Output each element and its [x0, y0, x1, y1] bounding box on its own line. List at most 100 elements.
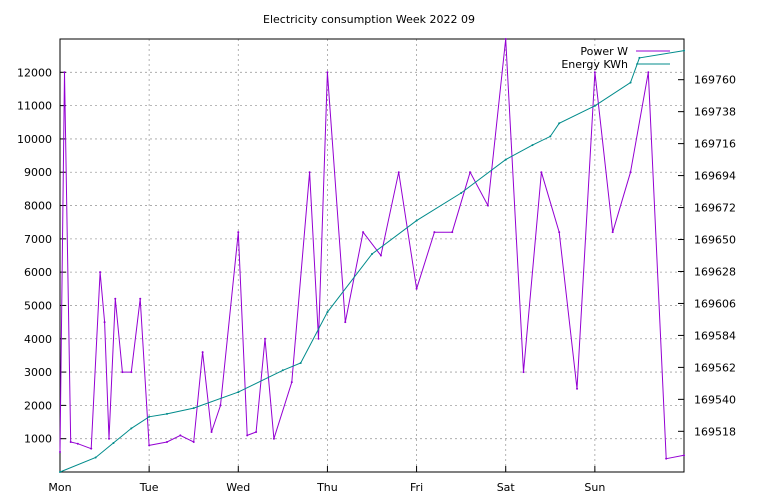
y-right-tick-label: 169628: [694, 265, 736, 278]
y-left-tick-label: 9000: [24, 166, 52, 179]
data-point: [210, 431, 213, 434]
data-point: [114, 297, 117, 300]
y-left-tick-label: 12000: [17, 66, 52, 79]
y-right-tick-label: 169562: [694, 361, 736, 374]
y-right-tick-label: 169606: [694, 297, 736, 310]
series-power: [59, 38, 685, 460]
data-point: [451, 231, 454, 234]
y-left-tick-label: 8000: [24, 200, 52, 213]
data-point: [558, 231, 561, 234]
data-point: [415, 287, 418, 290]
data-point: [558, 122, 561, 125]
y-left-tick-label: 4000: [24, 333, 52, 346]
y-left-tick-label: 5000: [24, 299, 52, 312]
series-energy: [59, 49, 685, 473]
data-point: [460, 192, 463, 195]
y-right-tick-label: 169738: [694, 106, 736, 119]
data-point: [317, 337, 320, 340]
data-point: [326, 311, 329, 314]
data-point: [94, 456, 97, 459]
y-right-tick-label: 169584: [694, 329, 736, 342]
x-tick-label: Thu: [316, 481, 338, 494]
data-point: [344, 321, 347, 324]
data-point: [148, 415, 151, 418]
data-point: [379, 254, 382, 257]
data-point: [255, 431, 258, 434]
data-point: [165, 441, 168, 444]
y-left-tick-label: 10000: [17, 133, 52, 146]
data-point: [308, 171, 311, 174]
data-point: [179, 434, 182, 437]
data-point: [504, 38, 507, 40]
x-tick-label: Sun: [584, 481, 605, 494]
data-point: [371, 253, 373, 256]
x-tick-label: Tue: [139, 481, 159, 494]
data-point: [237, 391, 240, 394]
data-point: [121, 371, 124, 374]
y-right-tick-label: 169650: [694, 234, 736, 247]
data-point: [593, 71, 596, 74]
data-point: [99, 271, 102, 274]
data-point: [90, 447, 93, 450]
legend: Power W Energy KWh: [561, 45, 670, 71]
data-point: [148, 444, 151, 447]
y-right-tick-label: 169694: [694, 170, 736, 183]
data-point: [576, 387, 579, 390]
data-point: [290, 381, 293, 384]
data-point: [264, 337, 267, 340]
data-point: [272, 437, 275, 440]
data-point: [522, 371, 525, 374]
data-point: [540, 171, 543, 174]
data-point: [415, 219, 418, 222]
x-tick-label: Sat: [497, 481, 516, 494]
data-point: [108, 437, 111, 440]
data-point: [69, 441, 72, 444]
legend-label-power: Power W: [580, 45, 628, 58]
data-point: [192, 407, 195, 410]
series-layer: [59, 38, 685, 473]
grid: [60, 39, 684, 472]
plot-frame: [59, 38, 685, 473]
data-point: [433, 231, 436, 234]
data-point: [611, 231, 614, 234]
data-point: [638, 56, 641, 59]
x-tick-label: Fri: [410, 481, 423, 494]
y-right-tick-label: 169540: [694, 393, 736, 406]
y-left-tick-label: 2000: [24, 399, 52, 412]
data-point: [504, 158, 507, 161]
data-point: [299, 362, 302, 365]
data-point: [59, 471, 61, 473]
data-point: [103, 321, 106, 324]
data-point: [63, 71, 66, 74]
data-point: [112, 441, 115, 444]
data-point: [629, 81, 632, 84]
data-point: [397, 171, 400, 174]
data-point: [281, 369, 284, 372]
data-point: [683, 49, 685, 52]
data-point: [362, 231, 365, 234]
y-right-tick-label: 169672: [694, 202, 736, 215]
data-point: [665, 457, 668, 460]
y-right-tick-label: 169716: [694, 138, 736, 151]
data-point: [130, 371, 133, 374]
data-point: [139, 297, 142, 300]
x-tick-label: Mon: [48, 481, 71, 494]
data-point: [486, 204, 489, 207]
data-point: [246, 434, 249, 437]
y-left-tick-label: 11000: [17, 100, 52, 113]
data-point: [593, 104, 596, 107]
data-point: [549, 135, 552, 138]
x-tick-label: Wed: [226, 481, 250, 494]
data-point: [647, 71, 650, 74]
y-right-tick-label: 169760: [694, 74, 736, 87]
data-point: [130, 427, 133, 430]
data-point: [629, 171, 632, 174]
data-point: [201, 351, 204, 354]
data-point: [76, 442, 79, 445]
chart-title: Electricity consumption Week 2022 09: [263, 13, 475, 26]
y-left-tick-label: 3000: [24, 366, 52, 379]
data-point: [469, 171, 472, 174]
legend-label-energy: Energy KWh: [561, 58, 628, 71]
data-point: [326, 71, 329, 74]
